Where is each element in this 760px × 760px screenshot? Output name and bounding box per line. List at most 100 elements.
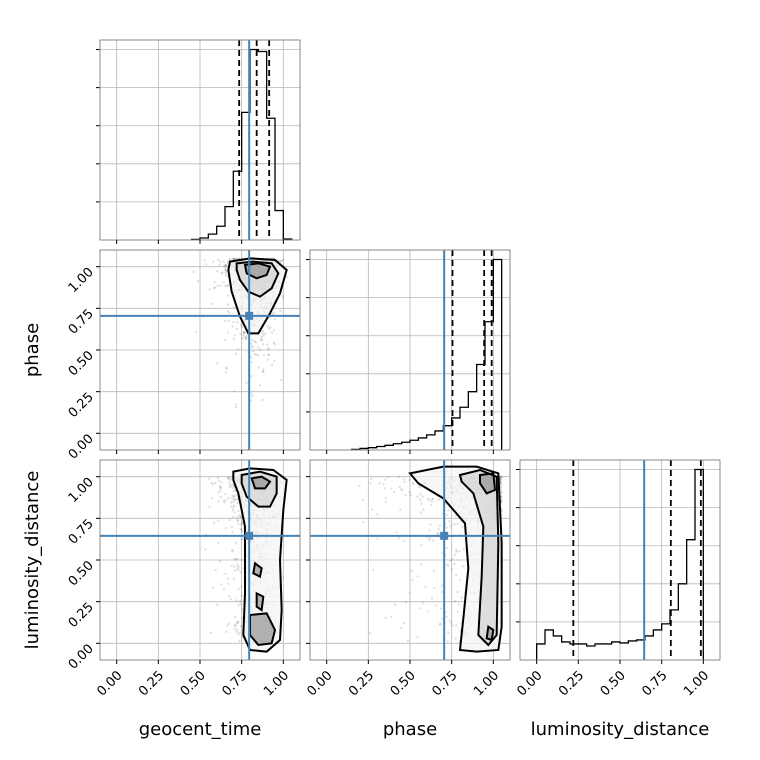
sample-point — [216, 476, 220, 480]
sample-point — [217, 490, 220, 494]
sample-point — [227, 476, 230, 479]
sample-point — [222, 281, 226, 284]
sample-point — [227, 496, 230, 500]
y-tick-label: 0.25 — [66, 600, 97, 631]
sample-point — [422, 601, 425, 605]
sample-point — [462, 547, 465, 551]
sample-point — [224, 266, 227, 270]
sample-point — [500, 499, 503, 502]
sample-point — [229, 501, 233, 504]
sample-point — [224, 493, 227, 496]
sample-point — [233, 624, 237, 627]
x-tick-label: 0.25 — [556, 668, 587, 699]
sample-point — [272, 328, 276, 332]
sample-point — [459, 578, 462, 581]
panel-content — [310, 460, 510, 660]
sample-point — [384, 496, 387, 500]
sample-point — [236, 348, 239, 351]
sample-point — [224, 338, 227, 341]
sample-point — [372, 568, 375, 571]
contour-fill — [233, 468, 287, 652]
sample-point — [419, 511, 423, 514]
sample-point — [222, 499, 226, 502]
sample-point — [500, 500, 503, 503]
sample-point — [419, 486, 422, 489]
sample-point — [419, 563, 423, 566]
sample-point — [445, 563, 448, 566]
sample-point — [462, 565, 465, 568]
sample-point — [438, 524, 442, 527]
truth-marker — [245, 311, 254, 320]
sample-point — [231, 548, 234, 552]
sample-point — [227, 331, 230, 334]
sample-point — [223, 319, 227, 323]
sample-point — [234, 615, 237, 619]
y-tick-label: 0.50 — [66, 348, 97, 379]
sample-point — [460, 596, 463, 599]
sample-point — [408, 592, 411, 595]
sample-point — [228, 594, 231, 598]
sample-point — [448, 520, 451, 523]
x-axis-label-geocent-time: geocent_time — [139, 719, 262, 740]
sample-point — [453, 523, 456, 526]
sample-point — [456, 610, 460, 613]
sample-point — [213, 286, 217, 289]
sample-point — [427, 498, 431, 502]
sample-point — [453, 600, 457, 603]
sample-point — [262, 354, 266, 357]
sample-point — [400, 487, 403, 491]
sample-point — [436, 531, 440, 535]
contour-line — [408, 465, 503, 653]
y-axis-label-luminosity-distance: luminosity_distance — [22, 471, 43, 650]
sample-point — [232, 337, 235, 341]
sample-point — [236, 321, 239, 324]
sample-point — [419, 498, 422, 502]
sample-point — [218, 263, 221, 266]
sample-point — [445, 513, 448, 517]
sample-point — [239, 599, 242, 602]
sample-point — [261, 329, 264, 333]
sample-point — [445, 526, 448, 529]
sample-point — [411, 481, 414, 485]
sample-point — [227, 294, 230, 297]
sample-point — [411, 579, 414, 582]
x-tick-label: 1.00 — [681, 668, 712, 699]
y-tick-label: 0.75 — [66, 307, 97, 338]
y-axis-label-phase: phase — [22, 323, 43, 377]
histogram-luminosity_distance — [536, 468, 704, 660]
contour-line — [255, 591, 265, 612]
sample-point — [260, 339, 264, 342]
sample-point — [404, 601, 408, 604]
sample-point — [449, 559, 452, 563]
contour-fill — [460, 470, 499, 645]
histogram-phase — [351, 258, 503, 451]
sample-point — [393, 603, 397, 606]
sample-point — [500, 477, 503, 481]
sample-point — [223, 264, 226, 267]
sample-point — [416, 495, 419, 498]
x-tick-label: 0.75 — [429, 668, 460, 699]
sample-point — [220, 583, 223, 586]
sample-point — [240, 538, 243, 541]
sample-point — [219, 485, 222, 489]
sample-point — [233, 498, 237, 501]
sample-point — [234, 352, 238, 355]
sample-point — [261, 342, 265, 346]
x-tick-label: 0.00 — [514, 668, 545, 699]
sample-point — [417, 485, 421, 488]
sample-point — [500, 488, 503, 492]
sample-point — [436, 533, 440, 536]
sample-point — [243, 331, 246, 334]
sample-point — [226, 284, 229, 287]
sample-point — [237, 603, 241, 607]
sample-point — [232, 257, 235, 261]
sample-point — [241, 529, 244, 532]
truth-marker — [440, 531, 449, 540]
sample-point — [457, 603, 460, 606]
sample-point — [251, 338, 254, 342]
sample-point — [397, 536, 401, 540]
sample-point — [210, 302, 214, 305]
x-tick-label: 0.50 — [388, 668, 419, 699]
sample-point — [239, 323, 243, 327]
sample-point — [389, 615, 393, 618]
